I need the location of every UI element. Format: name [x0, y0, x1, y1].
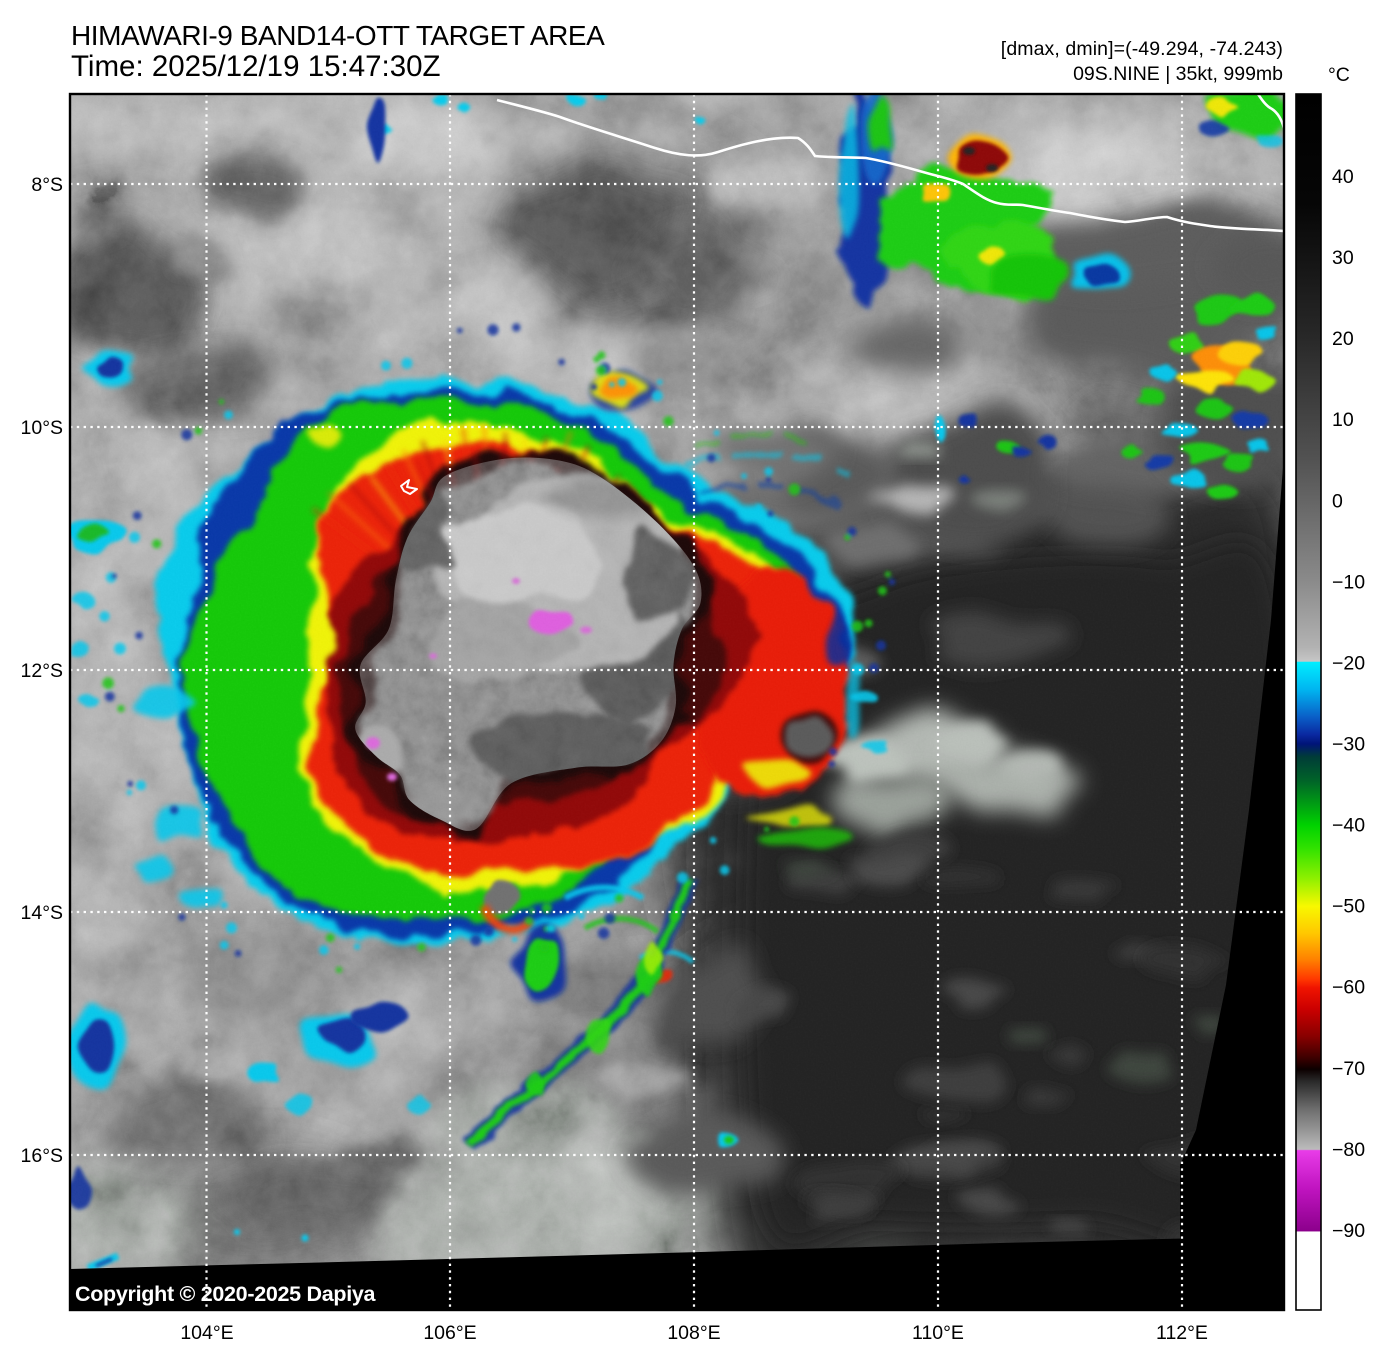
svg-text:10°S: 10°S [21, 417, 64, 439]
svg-text:°C: °C [1328, 64, 1350, 86]
svg-text:112°E: 112°E [1156, 1322, 1208, 1344]
svg-text:8°S: 8°S [31, 174, 63, 196]
svg-text:16°S: 16°S [21, 1145, 64, 1167]
svg-text:40: 40 [1332, 166, 1354, 188]
svg-text:104°E: 104°E [180, 1322, 233, 1344]
svg-text:20: 20 [1332, 328, 1354, 350]
svg-text:108°E: 108°E [667, 1322, 720, 1344]
svg-text:Copyright © 2020-2025 Dapiya: Copyright © 2020-2025 Dapiya [75, 1282, 377, 1306]
svg-text:−30: −30 [1332, 734, 1365, 756]
svg-text:110°E: 110°E [912, 1322, 964, 1344]
svg-text:14°S: 14°S [21, 902, 64, 924]
svg-text:−70: −70 [1332, 1058, 1365, 1080]
svg-text:−40: −40 [1332, 815, 1365, 837]
svg-text:−60: −60 [1332, 977, 1365, 999]
svg-text:0: 0 [1332, 490, 1343, 512]
svg-text:−90: −90 [1332, 1220, 1365, 1242]
svg-text:−50: −50 [1332, 896, 1365, 918]
svg-text:−80: −80 [1332, 1139, 1365, 1161]
svg-text:HIMAWARI-9 BAND14-OTT TARGET A: HIMAWARI-9 BAND14-OTT TARGET AREA [71, 20, 605, 51]
svg-text:09S.NINE | 35kt, 999mb: 09S.NINE | 35kt, 999mb [1073, 63, 1283, 85]
svg-text:−20: −20 [1332, 652, 1365, 674]
svg-text:[dmax, dmin]=(-49.294, -74.243: [dmax, dmin]=(-49.294, -74.243) [1001, 38, 1283, 60]
svg-text:30: 30 [1332, 247, 1354, 269]
svg-text:12°S: 12°S [21, 660, 64, 682]
svg-text:−10: −10 [1332, 571, 1365, 593]
svg-text:106°E: 106°E [423, 1322, 476, 1344]
svg-text:Time: 2025/12/19 15:47:30Z: Time: 2025/12/19 15:47:30Z [71, 50, 441, 83]
svg-text:10: 10 [1332, 409, 1354, 431]
